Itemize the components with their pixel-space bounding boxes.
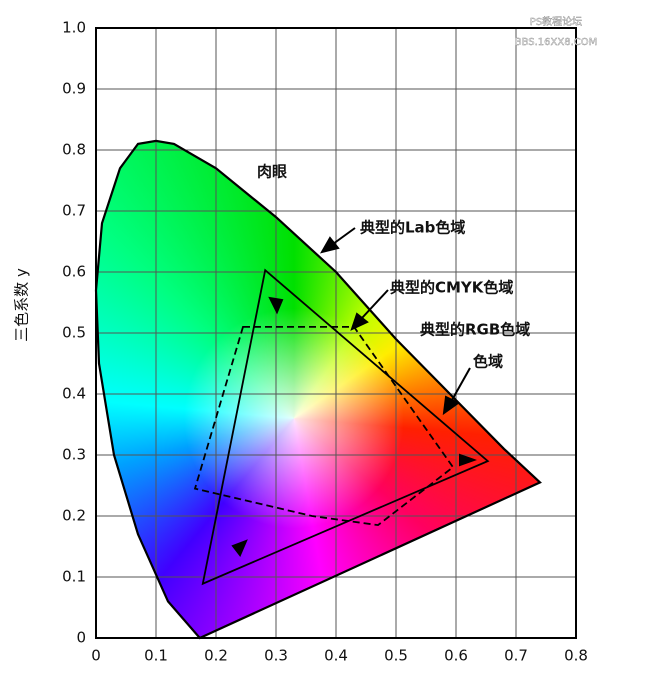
plot: 0 0.1 0.2 0.3 0.4 0.5 0.6 0.7 0.8 0.9 1.0 0 0.1 0.2 0.… <box>62 19 588 665</box>
x-tick-label: 0.2 <box>204 647 228 665</box>
plot-frame <box>95 27 577 639</box>
y-tick-label: 0.1 <box>62 568 86 586</box>
y-tick-label: 0.8 <box>62 141 86 159</box>
leaders <box>231 227 477 557</box>
gamut-outline <box>94 139 542 640</box>
x-tick-label: 0.3 <box>264 647 288 665</box>
y-tick-label: 0 <box>76 629 86 647</box>
y-tick-label: 0.5 <box>62 324 86 342</box>
annotation: 典型的RGB色域 <box>420 321 530 339</box>
annotation: 肉眼 <box>257 163 287 181</box>
y-axis-label: 三色系数 y <box>13 268 31 342</box>
y-tick-label: 0.6 <box>62 263 86 281</box>
annotation: 色域 <box>473 353 503 371</box>
gamut-outline <box>201 268 490 586</box>
y-tick-label: 0.3 <box>62 446 86 464</box>
watermark: BBS.16XX8.COM <box>515 37 598 48</box>
y-tick-label: 0.7 <box>62 202 86 220</box>
x-tick-label: 0.7 <box>504 647 528 665</box>
x-tick-label: 0.6 <box>444 647 468 665</box>
x-tick-label: 0.8 <box>564 647 588 665</box>
x-tick-label: 0 <box>91 647 101 665</box>
y-tick-label: 0.2 <box>62 507 86 525</box>
watermark: PS教程论坛 <box>530 15 582 28</box>
x-tick-label: 0.1 <box>144 647 168 665</box>
y-tick-label: 0.9 <box>62 80 86 98</box>
y-tick-label: 0.4 <box>62 385 86 403</box>
x-tick-label: 0.4 <box>324 647 348 665</box>
annotation: 典型的CMYK色域 <box>390 279 513 297</box>
annotation: 典型的Lab色域 <box>360 219 465 237</box>
x-tick-label: 0.5 <box>384 647 408 665</box>
y-tick-label: 1.0 <box>62 19 86 37</box>
